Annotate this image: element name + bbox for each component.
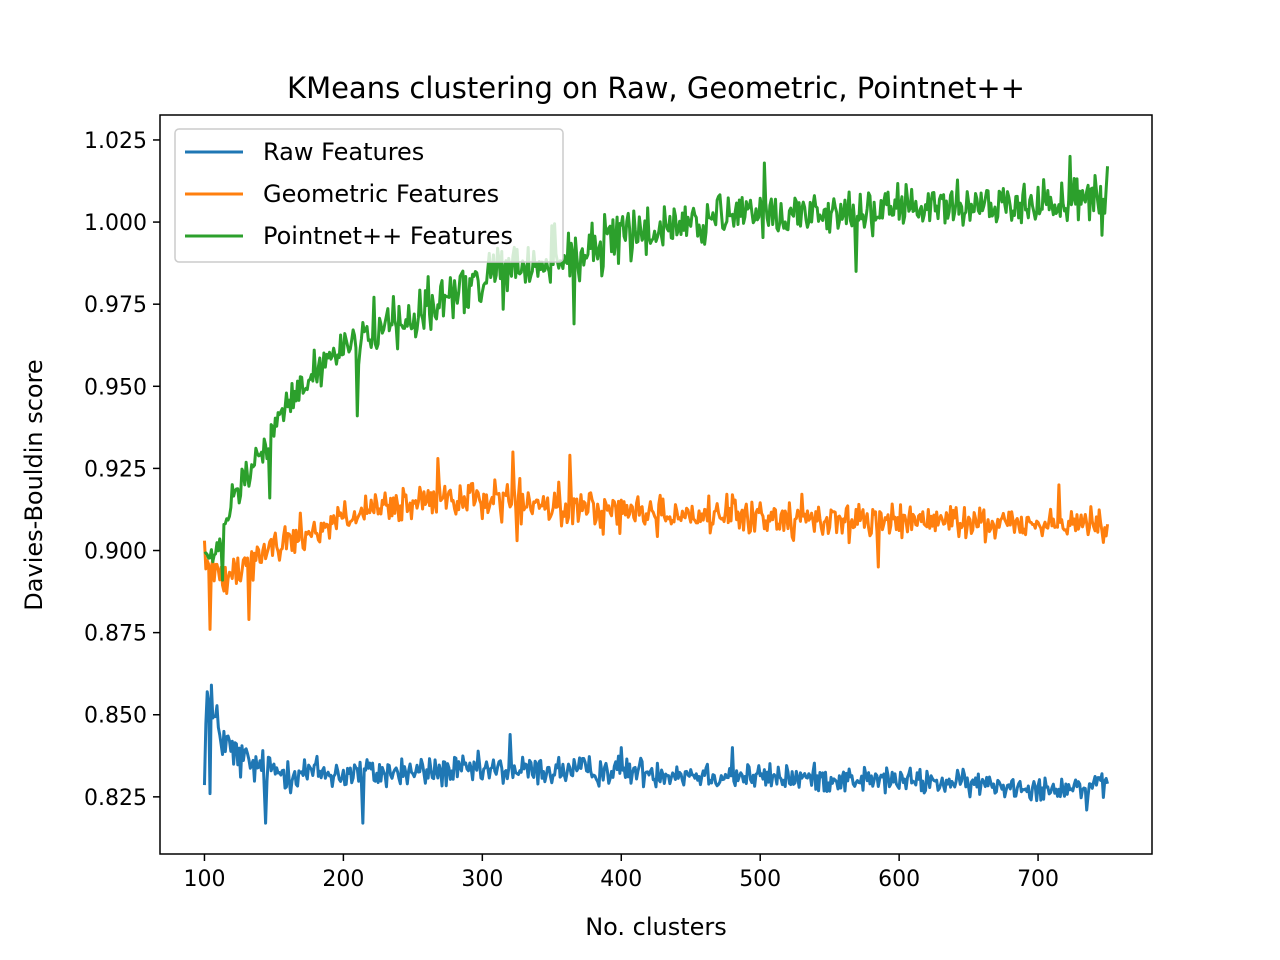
legend: Raw Features Geometric Features Pointnet++…: [174, 128, 564, 263]
y-tick-label: 0.950: [84, 375, 147, 400]
x-tick-label: 700: [1017, 867, 1059, 892]
legend-box: [174, 128, 564, 263]
series-line-1: [202, 450, 1110, 631]
series-line-0: [202, 683, 1109, 825]
chart-title: KMeans clustering on Raw, Geometric, Poi…: [287, 71, 1025, 105]
y-tick-label: 0.975: [84, 293, 147, 318]
y-axis-label: Davies-Bouldin score: [20, 359, 48, 610]
y-tick-label: 0.850: [84, 704, 147, 729]
plot-lines: [202, 154, 1110, 825]
x-tick-label: 300: [461, 867, 503, 892]
x-axis-label: No. clusters: [585, 913, 727, 941]
plot-frame: [159, 114, 1153, 855]
y-tick-label: 0.900: [84, 540, 147, 565]
x-tick-label: 500: [739, 867, 781, 892]
y-tick-label: 1.025: [84, 129, 147, 154]
y-tick-label: 1.000: [84, 211, 147, 236]
legend-label-2: Pointnet++ Features: [263, 222, 513, 250]
x-tick-label: 200: [322, 867, 364, 892]
y-tick-label: 0.875: [84, 622, 147, 647]
x-tick-label: 600: [878, 867, 920, 892]
x-tick-label: 400: [600, 867, 642, 892]
legend-label-0: Raw Features: [263, 138, 424, 166]
x-tick-label: 100: [183, 867, 225, 892]
y-tick-label: 0.825: [84, 786, 147, 811]
x-axis-ticks: 100 200 300 400 500 600 700: [183, 854, 1059, 892]
y-tick-label: 0.925: [84, 457, 147, 482]
y-axis-ticks: 0.825 0.850 0.875 0.900 0.925 0.950 0.975 1.000…: [84, 129, 160, 811]
legend-label-1: Geometric Features: [263, 180, 499, 208]
series-line-2: [203, 154, 1110, 582]
